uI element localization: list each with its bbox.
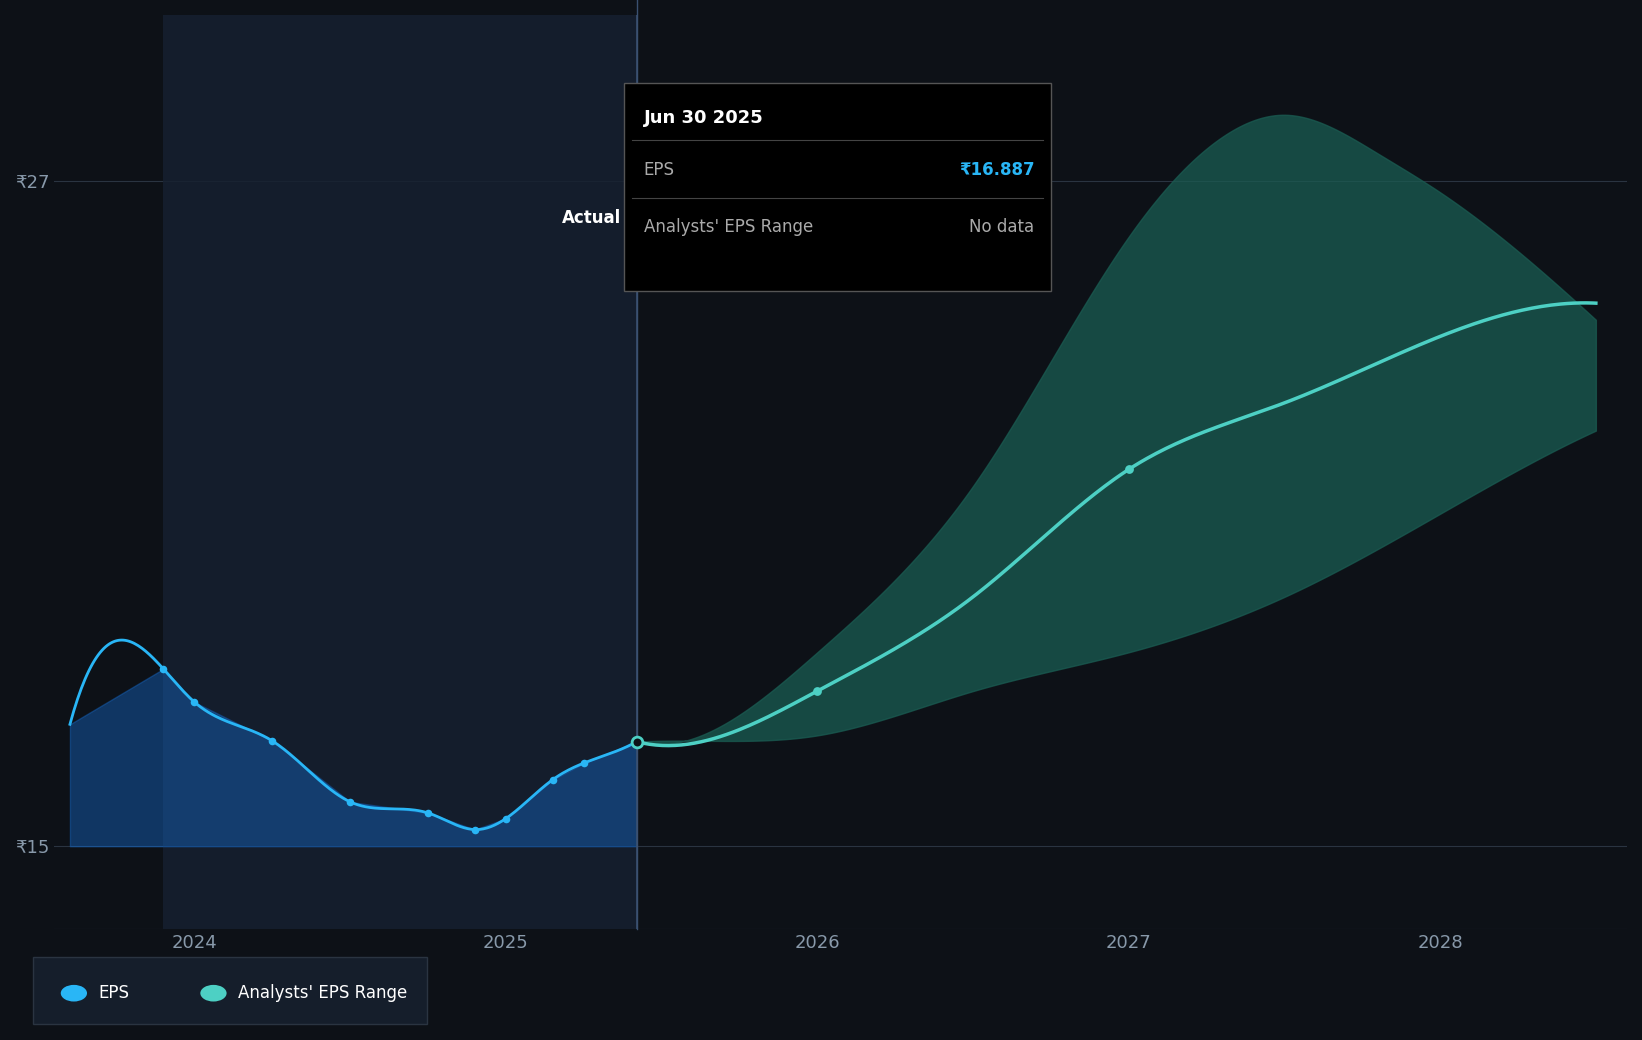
Text: Analysts' EPS Range: Analysts' EPS Range [238,984,407,1003]
Text: Actual: Actual [562,209,621,227]
Point [461,822,488,838]
Text: ₹16.887: ₹16.887 [959,161,1034,179]
Point [149,660,176,677]
Point [805,682,831,699]
Point [259,732,286,749]
Point [337,794,363,810]
Point [1115,461,1141,477]
Text: Analysts' EPS Range: Analysts' EPS Range [644,218,813,236]
Point [493,810,519,827]
Point [415,805,442,822]
Point [571,755,598,772]
Text: EPS: EPS [99,984,130,1003]
Bar [163,15,637,930]
Text: Analysts Forecasts: Analysts Forecasts [652,209,806,227]
Point [540,772,566,788]
Text: EPS: EPS [644,161,675,179]
Text: No data: No data [969,218,1034,236]
Point [181,694,207,710]
Text: Jun 30 2025: Jun 30 2025 [644,109,764,127]
Point [624,733,650,750]
